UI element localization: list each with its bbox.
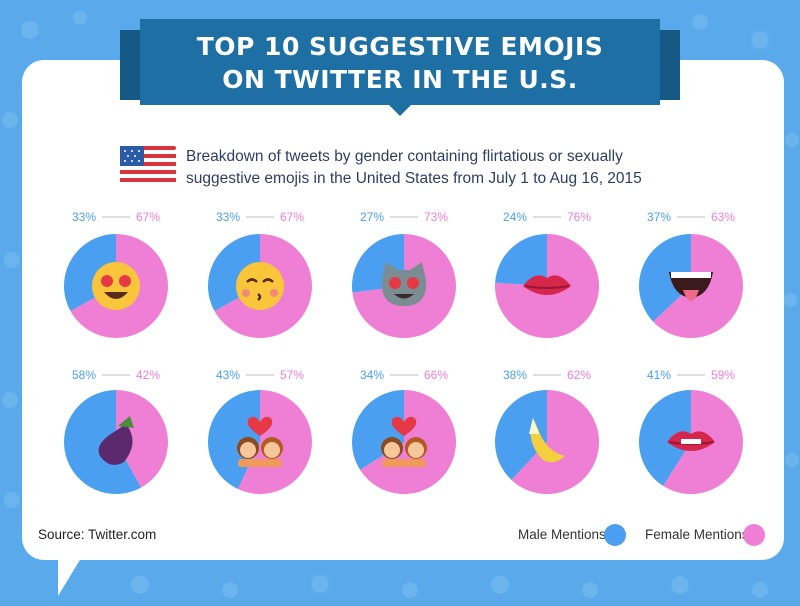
male-slice	[639, 234, 691, 322]
pie-lips: 41% 59%	[639, 368, 743, 494]
pie-couple-with-heart: 34% 66%	[351, 368, 456, 494]
kissing-face-icon	[236, 262, 284, 310]
banana-icon	[529, 418, 565, 463]
tongue-mouth-icon	[669, 272, 713, 301]
male-slice	[495, 390, 547, 480]
male-percent-label: 33%	[216, 210, 240, 224]
male-percent-label: 34%	[360, 368, 384, 382]
heart-eyes-cat-icon	[381, 262, 427, 306]
female-percent-label: 67%	[280, 210, 304, 224]
heart-eyes-face-icon	[92, 262, 140, 310]
banner-notch	[388, 104, 412, 116]
pie-kiss-mark-lips: 24% 76%	[495, 210, 599, 338]
pie-eggplant: 58% 42%	[63, 368, 168, 494]
subtitle-line-1: Breakdown of tweets by gender containing…	[186, 148, 623, 165]
couple-with-heart-icon	[381, 416, 427, 467]
female-percent-label: 63%	[711, 210, 735, 224]
female-percent-label: 76%	[567, 210, 591, 224]
subtitle-line-2: suggestive emojis in the United States f…	[186, 170, 642, 187]
title-banner	[140, 19, 660, 105]
lips-icon	[667, 431, 715, 451]
male-percent-label: 24%	[503, 210, 527, 224]
chart-subtitle: Breakdown of tweets by gender containing…	[186, 146, 706, 190]
pie-heart-eyes-face: 33% 67%	[63, 210, 168, 339]
male-percent-label: 37%	[647, 210, 671, 224]
male-percent-label: 58%	[72, 368, 96, 382]
male-percent-label: 27%	[360, 210, 384, 224]
kissing-couple-icon	[237, 416, 283, 467]
title-line-2: ON TWITTER IN THE U.S.	[222, 65, 578, 94]
female-percent-label: 59%	[711, 368, 735, 382]
female-percent-label: 62%	[567, 368, 591, 382]
female-percent-label: 67%	[136, 210, 160, 224]
pie-kissing-couple: 43% 57%	[208, 368, 313, 494]
kiss-mark-lips-icon	[523, 275, 571, 295]
female-percent-label: 73%	[424, 210, 448, 224]
female-percent-label: 42%	[136, 368, 160, 382]
source-note: Source: Twitter.com	[38, 527, 157, 542]
pie-tongue-mouth: 37% 63%	[639, 210, 743, 338]
eggplant-icon	[98, 416, 134, 465]
male-slice	[495, 234, 547, 286]
legend-female-swatch	[743, 524, 765, 546]
pie-kissing-face: 33% 67%	[208, 210, 312, 339]
pie-heart-eyes-cat: 27% 73%	[352, 210, 456, 338]
male-percent-label: 33%	[72, 210, 96, 224]
female-percent-label: 66%	[424, 368, 448, 382]
legend-male-label: Male Mentions	[518, 527, 606, 542]
male-percent-label: 38%	[503, 368, 527, 382]
female-slice	[511, 390, 600, 495]
chart-title: TOP 10 SUGGESTIVE EMOJIS ON TWITTER IN T…	[140, 30, 660, 96]
male-percent-label: 41%	[647, 368, 671, 382]
legend-female-label: Female Mentions	[645, 527, 749, 542]
speech-bubble-tail	[58, 540, 92, 596]
legend-male-swatch	[604, 524, 626, 546]
us-flag-icon	[120, 146, 176, 186]
female-slice	[116, 390, 168, 488]
pie-banana: 38% 62%	[495, 368, 600, 495]
female-percent-label: 57%	[280, 368, 304, 382]
male-percent-label: 43%	[216, 368, 240, 382]
title-line-1: TOP 10 SUGGESTIVE EMOJIS	[196, 32, 604, 61]
male-slice	[639, 390, 691, 486]
